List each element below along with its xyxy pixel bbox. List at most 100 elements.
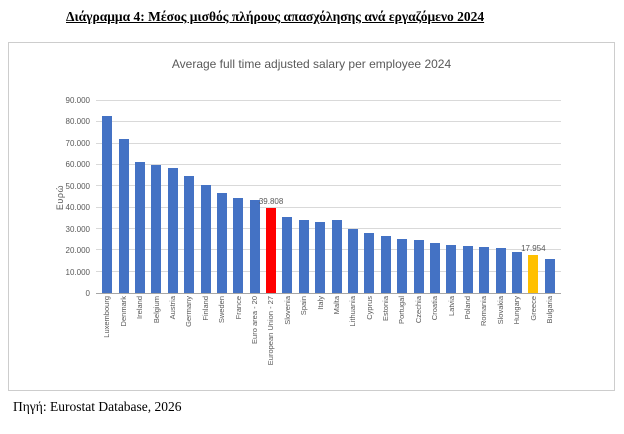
x-tick-label-germany: Germany (184, 296, 194, 327)
bars-container: 39.808 17.954 (96, 101, 561, 293)
x-tick-label-greece: Greece (528, 296, 538, 321)
bar-column (296, 101, 312, 293)
x-tick-cell: Italy (312, 296, 328, 310)
bar-denmark (118, 139, 129, 293)
bar-romania (479, 247, 490, 293)
bar-malta (331, 220, 342, 293)
gridline (96, 121, 561, 123)
bar-bulgaria (544, 258, 555, 293)
x-tick-cell: Estonia (378, 296, 394, 321)
y-tick-label: 10.000 (65, 267, 90, 277)
bar-latvia (446, 245, 457, 293)
bar-column (279, 101, 295, 293)
bar-european-union-27 (266, 208, 277, 293)
x-tick-cell: Greece (525, 296, 541, 321)
bar-column (230, 101, 246, 293)
x-tick-label-estonia: Estonia (381, 296, 391, 322)
bar-value-label-greece: 17.954 (521, 243, 546, 253)
x-tick-label-czechia: Czechia (413, 296, 423, 324)
bar-column (132, 101, 148, 293)
gridline (96, 164, 561, 165)
bar-greece (528, 254, 539, 293)
x-tick-cell: Malta (328, 296, 344, 314)
x-tick-cell: Germany (181, 296, 197, 327)
bar-euro-area-20 (249, 200, 260, 293)
bar-estonia (380, 236, 391, 293)
x-tick-label-lithuania: Lithuania (348, 296, 358, 327)
gridline (96, 206, 561, 208)
gridline (96, 249, 561, 251)
bar-column (394, 101, 410, 293)
x-tick-cell: Portugal (394, 296, 410, 324)
x-tick-label-luxembourg: Luxembourg (102, 296, 112, 338)
x-tick-label-spain: Spain (299, 296, 309, 316)
x-tick-cell: Spain (296, 296, 312, 315)
x-tick-label-hungary: Hungary (512, 296, 522, 325)
y-tick-label: 30.000 (65, 224, 90, 234)
x-tick-cell: Bulgaria (542, 296, 558, 324)
bar-finland (200, 185, 211, 293)
bar-portugal (397, 238, 408, 293)
y-tick-label: 90.000 (65, 96, 90, 105)
x-axis-labels: Luxembourg Denmark Ireland Belgium Austria Ge… (96, 296, 561, 365)
bar-column (165, 101, 181, 293)
x-tick-label-ireland: Ireland (135, 296, 145, 319)
x-tick-label-denmark: Denmark (118, 296, 128, 327)
x-tick-cell: Lithuania (345, 296, 361, 326)
bar-column (410, 101, 426, 293)
bar-column (443, 101, 459, 293)
bar-column (148, 101, 164, 293)
bar-column (345, 101, 361, 293)
x-tick-cell: Latvia (443, 296, 459, 316)
y-axis-tick-labels: 0 10.000 20.000 30.000 40.000 50.000 60.000 70.… (63, 97, 93, 298)
bar-column: 17.954 (521, 101, 546, 293)
bar-column (99, 101, 115, 293)
bar-germany (184, 175, 195, 293)
bar-column (460, 101, 476, 293)
bar-column: 39.808 (259, 101, 283, 293)
x-tick-cell: Slovenia (279, 296, 295, 325)
gridline (96, 270, 561, 272)
gridline (96, 185, 561, 187)
gridline (96, 228, 561, 229)
x-tick-cell: Finland (197, 296, 213, 321)
bar-value-label-european-union-27: 39.808 (258, 197, 284, 207)
x-tick-label-italy: Italy (315, 296, 325, 310)
bar-column (542, 101, 558, 293)
x-tick-cell: Austria (165, 296, 181, 319)
bar-sweden (216, 192, 227, 293)
x-tick-cell: Ireland (132, 296, 148, 319)
x-tick-cell: Belgium (148, 296, 164, 323)
x-tick-label-croatia: Croatia (430, 296, 440, 321)
y-tick-label: 80.000 (65, 117, 90, 127)
x-tick-cell: Luxembourg (99, 296, 115, 338)
x-tick-label-portugal: Portugal (397, 296, 407, 324)
bar-lithuania (348, 229, 359, 293)
bar-column (361, 101, 377, 293)
bar-column (312, 101, 328, 293)
bar-spain (298, 220, 309, 293)
source-note: Πηγή: Eurostat Database, 2026 (13, 399, 182, 414)
x-tick-label-latvia: Latvia (446, 296, 456, 317)
x-tick-label-cyprus: Cyprus (364, 296, 374, 320)
bar-column (509, 101, 525, 293)
bar-column (181, 101, 197, 293)
bar-italy (315, 221, 326, 293)
bar-column (476, 101, 492, 293)
x-tick-cell: Slovakia (492, 296, 508, 324)
x-tick-label-poland: Poland (463, 296, 473, 320)
gridline (96, 142, 561, 144)
bar-cyprus (364, 233, 375, 293)
x-tick-cell: Czechia (410, 296, 426, 323)
bar-austria (167, 168, 178, 293)
plot-area: 39.808 17.954 (96, 100, 561, 294)
bar-slovakia (495, 248, 506, 293)
y-tick-label: 60.000 (65, 160, 90, 170)
y-tick-label: 0 (85, 289, 90, 298)
bar-column (247, 101, 263, 293)
x-tick-cell: Croatia (427, 296, 443, 320)
chart: Average full time adjusted salary per em… (8, 42, 615, 391)
x-tick-label-sweden: Sweden (217, 296, 227, 324)
x-tick-label-austria: Austria (168, 296, 177, 320)
x-tick-cell: France (230, 296, 246, 319)
